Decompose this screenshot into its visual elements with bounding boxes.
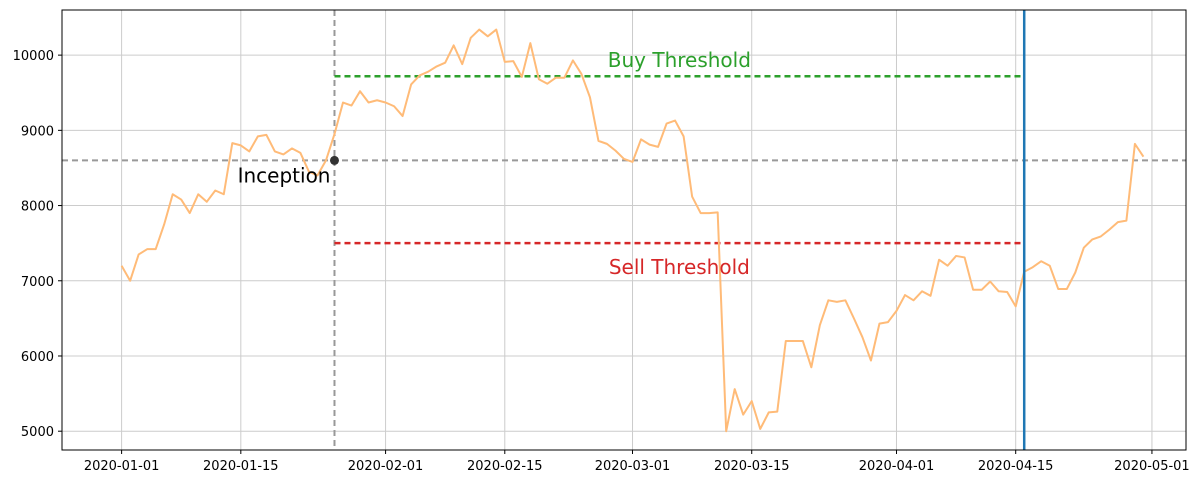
y-tick-label: 10000 <box>13 49 54 64</box>
inception-point <box>329 155 339 165</box>
plot-frame <box>61 9 1187 451</box>
sell-threshold-label: Sell Threshold <box>609 255 750 279</box>
y-tick-label: 6000 <box>21 350 54 365</box>
x-tick-label: 2020-03-15 <box>714 459 790 474</box>
x-tick-label: 2020-02-15 <box>467 459 543 474</box>
y-tick-label: 8000 <box>21 200 54 215</box>
x-tick-label: 2020-04-01 <box>859 459 935 474</box>
x-tick-label: 2020-02-01 <box>348 459 424 474</box>
x-tick-label: 2020-04-15 <box>978 459 1054 474</box>
price-series-line <box>120 28 1145 433</box>
inception-label: Inception <box>238 163 331 187</box>
y-tick-label: 9000 <box>21 124 54 139</box>
buy-threshold-label: Buy Threshold <box>608 48 751 72</box>
x-tick-label: 2020-01-01 <box>84 459 160 474</box>
x-tick-label: 2020-03-01 <box>595 459 671 474</box>
x-tick-label: 2020-05-01 <box>1114 459 1190 474</box>
x-tick-label: 2020-01-15 <box>203 459 279 474</box>
y-tick-label: 5000 <box>21 425 54 440</box>
y-tick-label: 7000 <box>21 275 54 290</box>
